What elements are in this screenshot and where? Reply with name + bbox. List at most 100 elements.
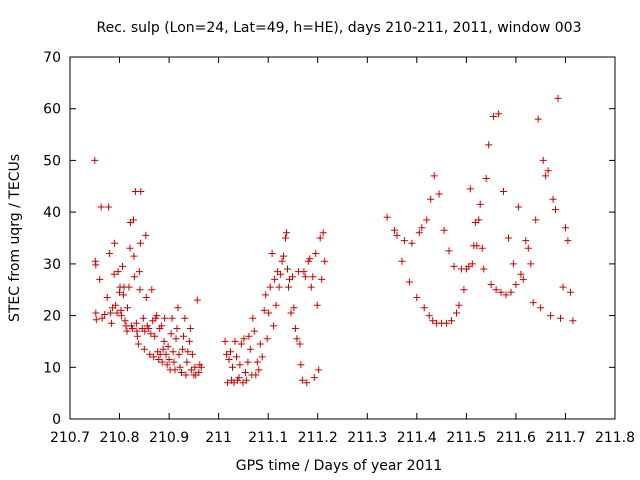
data-point <box>249 314 257 322</box>
data-point <box>297 361 305 369</box>
data-point <box>398 257 406 265</box>
data-point <box>307 283 315 291</box>
data-point <box>126 244 134 252</box>
data-point <box>522 237 530 245</box>
data-point <box>174 304 182 312</box>
data-points <box>91 94 577 387</box>
data-point <box>544 167 552 175</box>
data-point <box>105 203 113 211</box>
data-point <box>497 288 505 296</box>
data-point <box>162 350 170 358</box>
data-point <box>400 237 408 245</box>
data-point <box>91 156 99 164</box>
data-point <box>176 363 184 371</box>
data-point <box>495 110 503 118</box>
data-point <box>92 261 100 269</box>
chart-title: Rec. sulp (Lon=24, Lat=49, h=HE), days 2… <box>97 20 582 36</box>
data-point <box>427 195 435 203</box>
data-point <box>253 358 261 366</box>
data-point <box>440 226 448 234</box>
data-point <box>430 172 438 180</box>
data-point <box>159 345 167 353</box>
x-axis: 210.7 210.8 210.9 211 211.1 211.2 211.3 211.4 21… <box>50 57 635 446</box>
data-point <box>133 332 141 340</box>
y-tick-label: 10 <box>43 360 61 376</box>
data-point <box>97 203 105 211</box>
data-point <box>136 286 144 294</box>
data-point <box>268 250 276 257</box>
data-point <box>316 234 324 242</box>
data-point <box>164 343 172 351</box>
data-point <box>173 325 181 332</box>
data-point <box>270 322 278 330</box>
data-point <box>487 281 495 288</box>
data-point <box>468 260 476 268</box>
data-point <box>112 301 120 309</box>
data-point <box>193 296 201 304</box>
data-point <box>197 363 205 371</box>
data-point <box>121 317 129 325</box>
data-point <box>547 312 555 320</box>
data-point <box>179 345 186 353</box>
x-tick-label: 211.6 <box>496 430 536 446</box>
data-point <box>120 291 127 299</box>
data-point <box>413 294 421 301</box>
data-point <box>262 291 270 299</box>
data-point <box>519 275 527 283</box>
data-point <box>517 270 525 278</box>
data-point <box>482 175 490 182</box>
data-point <box>321 257 329 265</box>
data-point <box>165 356 173 363</box>
data-point <box>473 242 481 250</box>
data-point <box>241 369 249 376</box>
data-point <box>168 314 176 322</box>
data-point <box>260 306 268 314</box>
data-point <box>478 244 486 252</box>
data-point <box>106 250 114 257</box>
data-point <box>156 350 164 358</box>
data-point <box>557 314 564 322</box>
data-point <box>185 337 193 345</box>
data-point <box>542 172 550 180</box>
data-point <box>135 268 143 276</box>
data-point <box>559 283 567 291</box>
data-point <box>393 231 401 239</box>
data-point <box>171 366 179 374</box>
data-point <box>169 348 177 356</box>
data-point <box>244 358 252 366</box>
plot-frame <box>69 56 616 420</box>
data-point <box>145 325 153 332</box>
data-point <box>405 278 413 286</box>
data-point <box>221 337 229 345</box>
data-point <box>562 224 569 232</box>
y-tick-label: 60 <box>43 102 61 118</box>
data-point <box>134 340 142 348</box>
data-point <box>147 330 155 338</box>
data-point <box>181 314 189 322</box>
data-point <box>554 94 562 102</box>
data-point <box>564 237 572 245</box>
data-point <box>485 141 493 149</box>
data-point <box>415 229 423 237</box>
data-point <box>111 239 119 247</box>
data-point <box>101 311 109 318</box>
data-point <box>130 252 138 260</box>
data-point <box>296 340 304 348</box>
x-tick-label: 211.2 <box>298 430 338 446</box>
data-point <box>420 304 428 312</box>
data-point <box>223 350 231 358</box>
data-point <box>283 229 290 237</box>
data-point <box>191 363 199 371</box>
data-point <box>492 286 500 294</box>
data-point <box>285 283 292 291</box>
data-point <box>315 366 323 374</box>
data-point <box>289 273 296 281</box>
data-point <box>309 273 317 281</box>
y-tick-label: 30 <box>43 257 61 273</box>
data-point <box>460 286 468 294</box>
data-point <box>539 156 547 164</box>
data-point <box>123 327 131 335</box>
data-point <box>293 335 301 343</box>
data-point <box>245 332 253 340</box>
